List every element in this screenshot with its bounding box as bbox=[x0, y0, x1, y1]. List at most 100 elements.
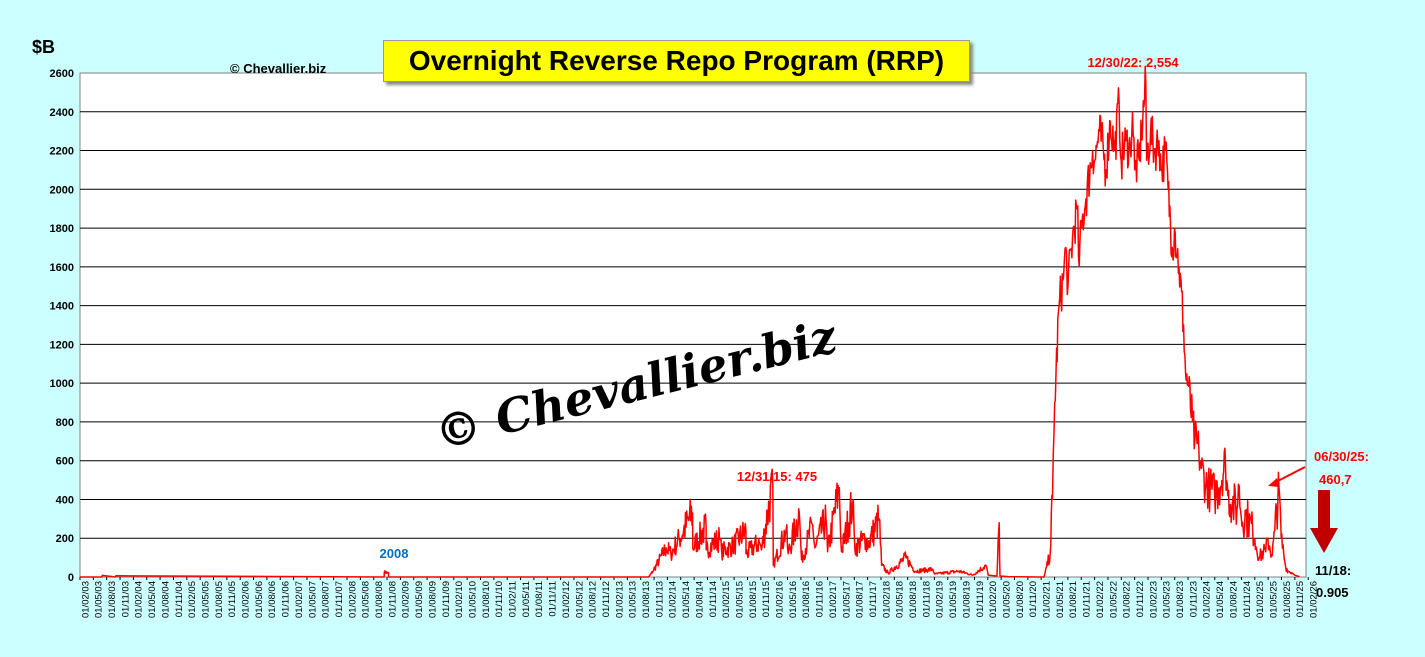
x-tick-label: 01/05/18 bbox=[895, 581, 906, 618]
annotation-latest-date: 11/18: bbox=[1315, 563, 1351, 578]
annotation-2025-date: 06/30/25: bbox=[1314, 449, 1369, 464]
x-tick-label: 01/08/16 bbox=[801, 581, 812, 618]
x-tick-label: 01/11/15 bbox=[761, 581, 772, 617]
y-tick-label: 1400 bbox=[50, 301, 74, 313]
x-tick-label: 01/08/17 bbox=[855, 581, 866, 618]
grid-lines bbox=[80, 111, 1306, 539]
x-tick-label: 01/05/16 bbox=[788, 581, 799, 618]
down-arrow-icon bbox=[1310, 490, 1338, 553]
x-tick-label: 01/05/06 bbox=[254, 581, 265, 618]
x-tick-label: 01/11/19 bbox=[975, 581, 986, 617]
x-tick-label: 01/11/09 bbox=[441, 581, 452, 617]
annotation-2025-arrowhead bbox=[1268, 478, 1279, 487]
x-tick-label: 01/02/20 bbox=[988, 581, 999, 618]
x-tick-label: 01/05/11 bbox=[521, 581, 532, 617]
x-tick-label: 01/11/14 bbox=[708, 581, 719, 617]
x-axis-ticks: 01/02/03 01/05/03 01/08/03 01/11/03 01/02/04… bbox=[79, 577, 1320, 618]
x-tick-label: 01/08/14 bbox=[694, 581, 705, 618]
x-tick-label: 01/05/25 bbox=[1268, 581, 1279, 618]
x-tick-label: 01/02/12 bbox=[561, 581, 572, 618]
x-tick-label: 01/02/19 bbox=[935, 581, 946, 618]
x-tick-label: 01/08/25 bbox=[1282, 581, 1293, 618]
y-tick-label: 2600 bbox=[50, 68, 74, 80]
x-tick-label: 01/11/18 bbox=[921, 581, 932, 617]
x-tick-label: 01/02/06 bbox=[241, 581, 252, 618]
x-tick-label: 01/08/24 bbox=[1228, 581, 1239, 618]
x-tick-label: 01/08/10 bbox=[481, 581, 492, 618]
annotation-2025-value: 460,7 bbox=[1319, 472, 1352, 487]
x-tick-label: 01/02/05 bbox=[187, 581, 198, 618]
x-tick-label: 01/02/17 bbox=[828, 581, 839, 618]
annotation-2015: 12/31/15: 475 bbox=[737, 469, 817, 484]
x-tick-label: 01/05/15 bbox=[734, 581, 745, 618]
x-tick-label: 01/11/17 bbox=[868, 581, 879, 617]
x-tick-label: 01/11/05 bbox=[227, 581, 238, 617]
x-tick-label: 01/05/14 bbox=[681, 581, 692, 618]
x-tick-label: 01/02/21 bbox=[1042, 581, 1053, 618]
x-tick-label: 01/05/17 bbox=[841, 581, 852, 618]
x-tick-label: 01/05/03 bbox=[94, 581, 105, 618]
x-tick-label: 01/08/23 bbox=[1175, 581, 1186, 618]
y-unit-label: $B bbox=[32, 37, 55, 57]
x-tick-label: 01/02/07 bbox=[294, 581, 305, 618]
x-tick-label: 01/05/23 bbox=[1162, 581, 1173, 618]
x-tick-label: 01/05/13 bbox=[628, 581, 639, 618]
y-tick-label: 600 bbox=[56, 456, 74, 468]
x-tick-label: 01/11/25 bbox=[1295, 581, 1306, 617]
x-tick-label: 01/05/19 bbox=[948, 581, 959, 618]
x-tick-label: 01/08/13 bbox=[641, 581, 652, 618]
x-tick-label: 01/05/07 bbox=[307, 581, 318, 618]
x-tick-label: 01/02/08 bbox=[347, 581, 358, 618]
plot-area bbox=[79, 72, 1307, 578]
annotation-2008: 2008 bbox=[380, 546, 409, 561]
x-tick-label: 01/02/18 bbox=[881, 581, 892, 618]
series-line-rrp bbox=[80, 65, 1300, 578]
x-tick-label: 01/02/14 bbox=[668, 581, 679, 618]
x-tick-label: 01/02/26 bbox=[1309, 581, 1320, 618]
x-tick-label: 01/02/15 bbox=[721, 581, 732, 618]
y-tick-label: 2000 bbox=[50, 184, 74, 196]
x-tick-label: 01/11/22 bbox=[1135, 581, 1146, 617]
x-tick-label: 01/02/24 bbox=[1202, 581, 1213, 618]
y-tick-label: 1200 bbox=[50, 339, 74, 351]
x-tick-label: 01/08/12 bbox=[588, 581, 599, 618]
x-tick-label: 01/02/11 bbox=[508, 581, 519, 617]
x-tick-label: 01/08/15 bbox=[748, 581, 759, 618]
x-tick-label: 01/11/07 bbox=[334, 581, 345, 617]
y-tick-label: 200 bbox=[56, 533, 74, 545]
x-tick-label: 01/11/11 bbox=[548, 581, 559, 617]
x-tick-label: 01/08/21 bbox=[1068, 581, 1079, 618]
x-tick-label: 01/08/04 bbox=[160, 581, 171, 618]
x-tick-label: 01/05/20 bbox=[1001, 581, 1012, 618]
x-tick-label: 01/11/20 bbox=[1028, 581, 1039, 617]
x-tick-label: 01/05/05 bbox=[200, 581, 211, 618]
x-tick-label: 01/08/11 bbox=[534, 581, 545, 617]
y-tick-label: 1600 bbox=[50, 262, 74, 274]
x-tick-label: 01/02/10 bbox=[454, 581, 465, 618]
x-tick-label: 01/08/09 bbox=[427, 581, 438, 618]
x-tick-label: 01/05/08 bbox=[361, 581, 372, 618]
x-tick-label: 01/08/06 bbox=[267, 581, 278, 618]
copyright-label: © Chevallier.biz bbox=[230, 61, 327, 76]
annotation-peak: 12/30/22: 2,554 bbox=[1087, 55, 1179, 70]
chart-title: Overnight Reverse Repo Program (RRP) bbox=[383, 40, 970, 82]
x-tick-label: 01/11/08 bbox=[387, 581, 398, 617]
x-tick-label: 01/02/23 bbox=[1148, 581, 1159, 618]
annotation-latest-value: 0.905 bbox=[1316, 585, 1349, 600]
x-tick-label: 01/05/22 bbox=[1108, 581, 1119, 618]
x-tick-label: 01/05/09 bbox=[414, 581, 425, 618]
y-tick-label: 1800 bbox=[50, 223, 74, 235]
x-tick-label: 01/11/21 bbox=[1082, 581, 1093, 617]
x-tick-label: 01/02/22 bbox=[1095, 581, 1106, 618]
y-tick-label: 2400 bbox=[50, 107, 74, 119]
x-tick-label: 01/05/21 bbox=[1055, 581, 1066, 618]
x-tick-label: 01/11/24 bbox=[1242, 581, 1253, 617]
y-axis-ticks: 0 200 400 600 800 1000 1200 1400 1600 1800 2000 220… bbox=[50, 68, 74, 584]
x-tick-label: 01/08/20 bbox=[1015, 581, 1026, 618]
x-tick-label: 01/02/04 bbox=[134, 581, 145, 618]
y-tick-label: 800 bbox=[56, 417, 74, 429]
x-tick-label: 01/08/08 bbox=[374, 581, 385, 618]
x-tick-label: 01/02/13 bbox=[614, 581, 625, 618]
x-tick-label: 01/11/13 bbox=[654, 581, 665, 617]
